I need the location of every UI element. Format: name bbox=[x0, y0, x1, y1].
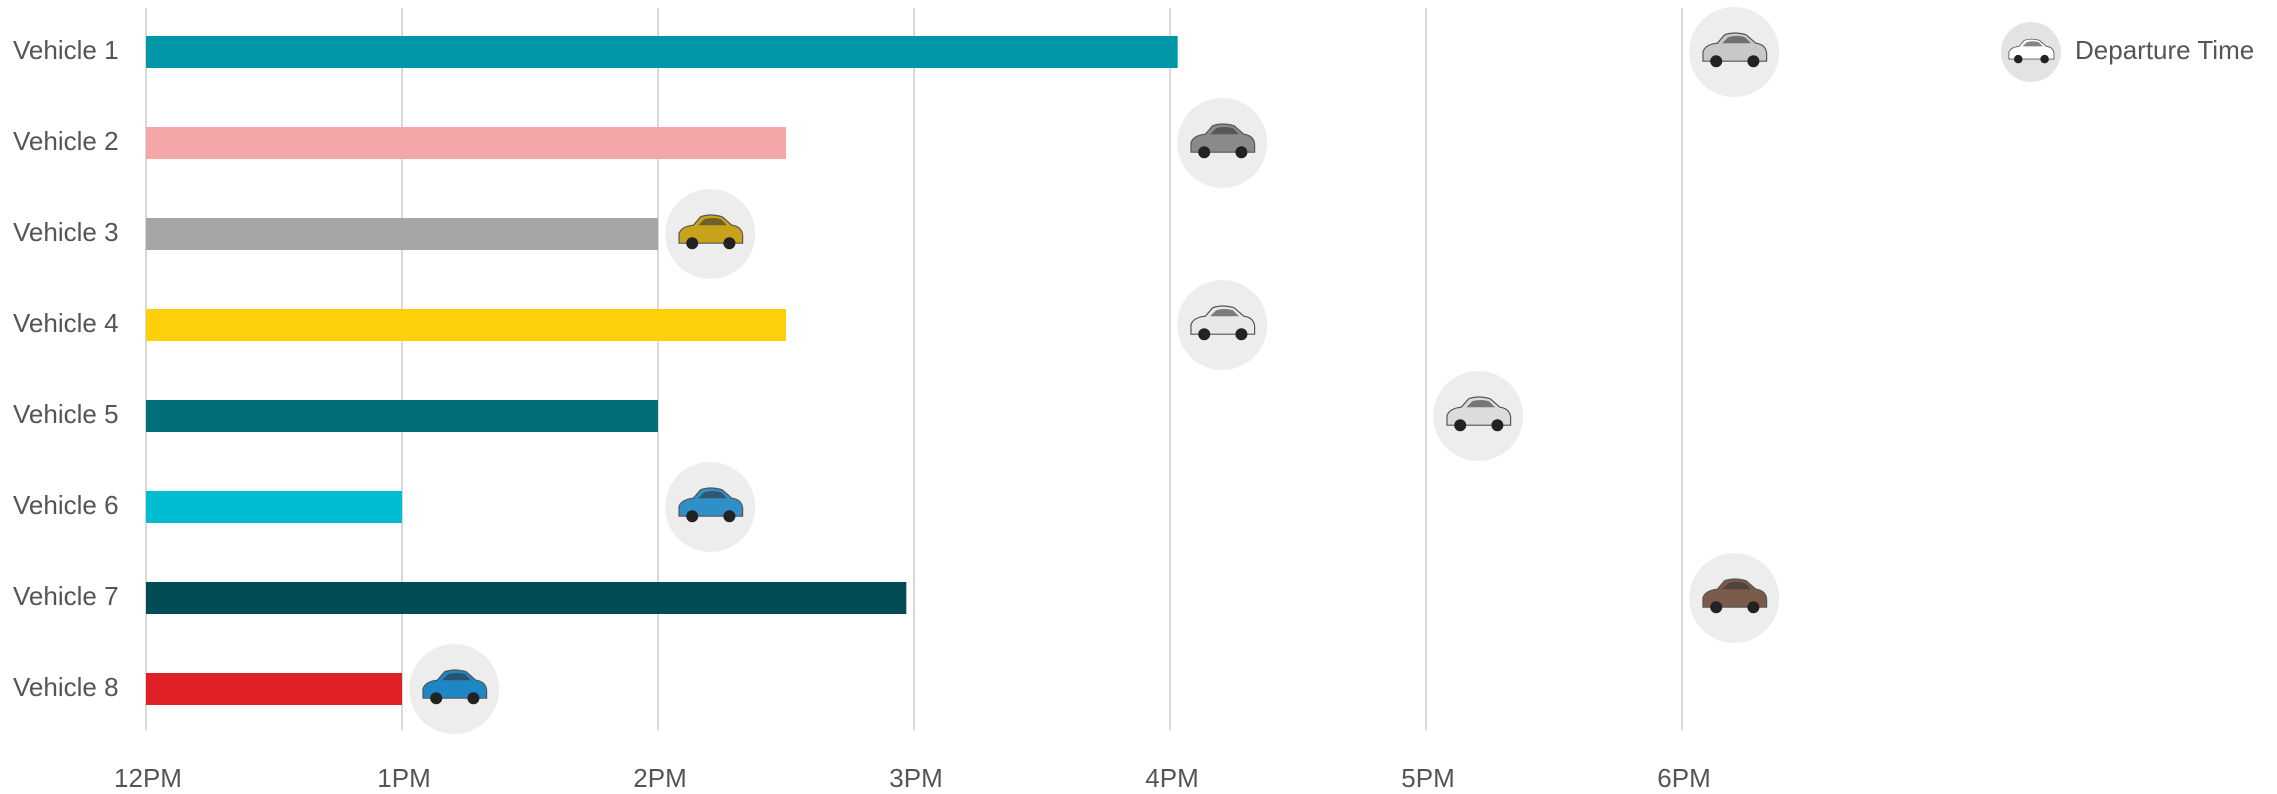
car-wheel bbox=[1491, 419, 1503, 431]
car-wheel bbox=[1454, 419, 1466, 431]
x-tick-label: 5PM bbox=[1401, 763, 1454, 793]
x-tick-label: 3PM bbox=[889, 763, 942, 793]
car-wheel bbox=[1747, 601, 1759, 613]
legend-label: Departure Time bbox=[2075, 35, 2254, 65]
x-tick-label: 12PM bbox=[114, 763, 182, 793]
car-wheel bbox=[1198, 328, 1210, 340]
y-tick-label: Vehicle 5 bbox=[13, 399, 119, 429]
bar bbox=[146, 673, 402, 705]
y-tick-label: Vehicle 7 bbox=[13, 581, 119, 611]
bar bbox=[146, 36, 1178, 68]
bar bbox=[146, 582, 906, 614]
bar bbox=[146, 400, 658, 432]
y-tick-label: Vehicle 6 bbox=[13, 490, 119, 520]
car-wheel bbox=[2040, 55, 2049, 64]
y-tick-label: Vehicle 8 bbox=[13, 672, 119, 702]
car-wheel bbox=[1198, 146, 1210, 158]
car-wheel bbox=[1235, 328, 1247, 340]
chart: 12PM 1PM 2PM 3PM 4PM 5PM 6PM Vehicle 1 Vehicle 2… bbox=[0, 0, 2277, 794]
car-wheel bbox=[467, 692, 479, 704]
bar bbox=[146, 218, 658, 250]
bar bbox=[146, 491, 402, 523]
car-wheel bbox=[686, 510, 698, 522]
car-wheel bbox=[1235, 146, 1247, 158]
x-tick-label: 2PM bbox=[633, 763, 686, 793]
x-tick-label: 6PM bbox=[1657, 763, 1710, 793]
car-wheel bbox=[723, 510, 735, 522]
bar bbox=[146, 309, 786, 341]
car-wheel bbox=[1747, 55, 1759, 67]
y-tick-label: Vehicle 2 bbox=[13, 126, 119, 156]
y-tick-label: Vehicle 4 bbox=[13, 308, 119, 338]
car-wheel bbox=[430, 692, 442, 704]
car-wheel bbox=[723, 237, 735, 249]
x-tick-label: 4PM bbox=[1145, 763, 1198, 793]
y-tick-label: Vehicle 1 bbox=[13, 35, 119, 65]
x-tick-label: 1PM bbox=[377, 763, 430, 793]
y-tick-label: Vehicle 3 bbox=[13, 217, 119, 247]
bar bbox=[146, 127, 786, 159]
car-wheel bbox=[686, 237, 698, 249]
car-wheel bbox=[1710, 601, 1722, 613]
car-wheel bbox=[2014, 55, 2023, 64]
car-wheel bbox=[1710, 55, 1722, 67]
